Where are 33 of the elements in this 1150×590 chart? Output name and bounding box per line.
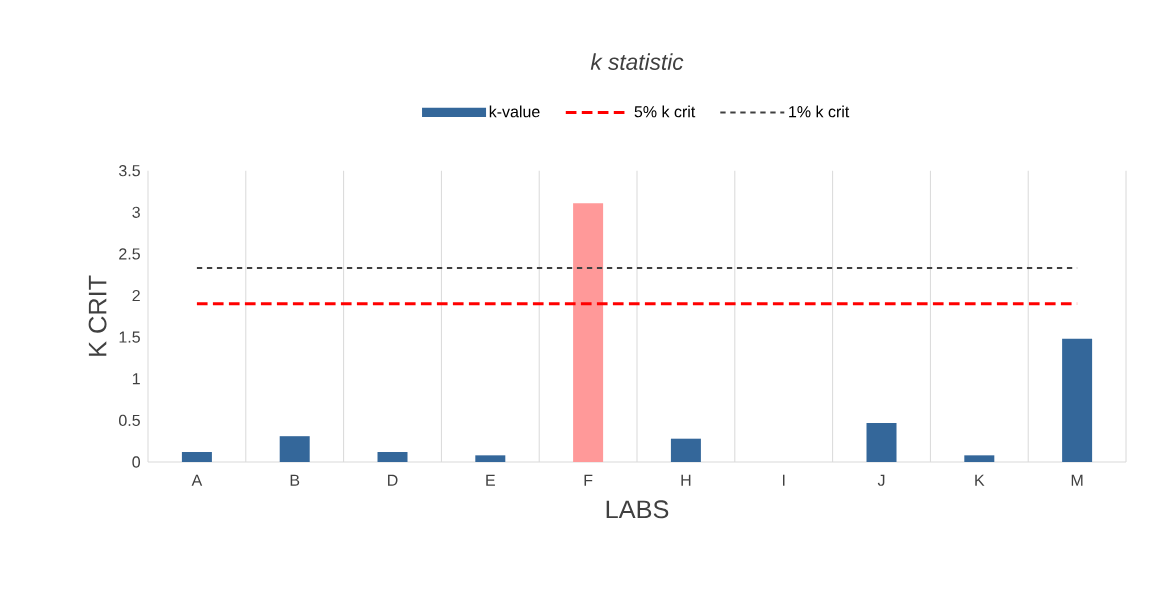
x-tick-label: K xyxy=(975,474,985,486)
x-tick-label: F xyxy=(584,474,593,486)
legend-label: k-value xyxy=(489,105,540,118)
x-tick-label: I xyxy=(782,474,785,486)
y-tick-label: 3 xyxy=(132,206,140,218)
y-axis-title: K CRIT xyxy=(88,275,107,356)
x-tick-label: M xyxy=(1071,474,1083,486)
y-tick-label: 0.5 xyxy=(119,414,140,427)
legend-label: 5% k crit xyxy=(634,105,696,118)
bar xyxy=(866,422,897,462)
y-tick-label: 2 xyxy=(132,289,140,302)
y-tick-label: 0 xyxy=(132,456,141,468)
bar xyxy=(475,455,506,462)
legend-label: 1% k crit xyxy=(789,105,850,118)
bar xyxy=(181,452,212,462)
bar xyxy=(377,452,408,462)
y-tick-label: 1.5 xyxy=(119,331,140,343)
x-tick-label: A xyxy=(191,474,203,486)
x-tick-label: D xyxy=(388,474,398,486)
x-axis-title: LABS xyxy=(606,500,669,519)
bar xyxy=(279,436,310,462)
chart-title: k statistic xyxy=(590,53,684,70)
y-tick-label: 1 xyxy=(132,373,140,385)
bar xyxy=(1062,338,1093,462)
x-tick-label: E xyxy=(486,474,495,486)
y-tick-label: 2.5 xyxy=(119,248,140,260)
x-tick-label: J xyxy=(877,474,885,486)
y-tick-label: 3.5 xyxy=(118,165,140,177)
bar xyxy=(964,455,995,462)
x-tick-label: B xyxy=(290,474,300,486)
bar xyxy=(573,203,604,462)
x-tick-label: H xyxy=(681,474,691,486)
bar xyxy=(670,438,701,462)
